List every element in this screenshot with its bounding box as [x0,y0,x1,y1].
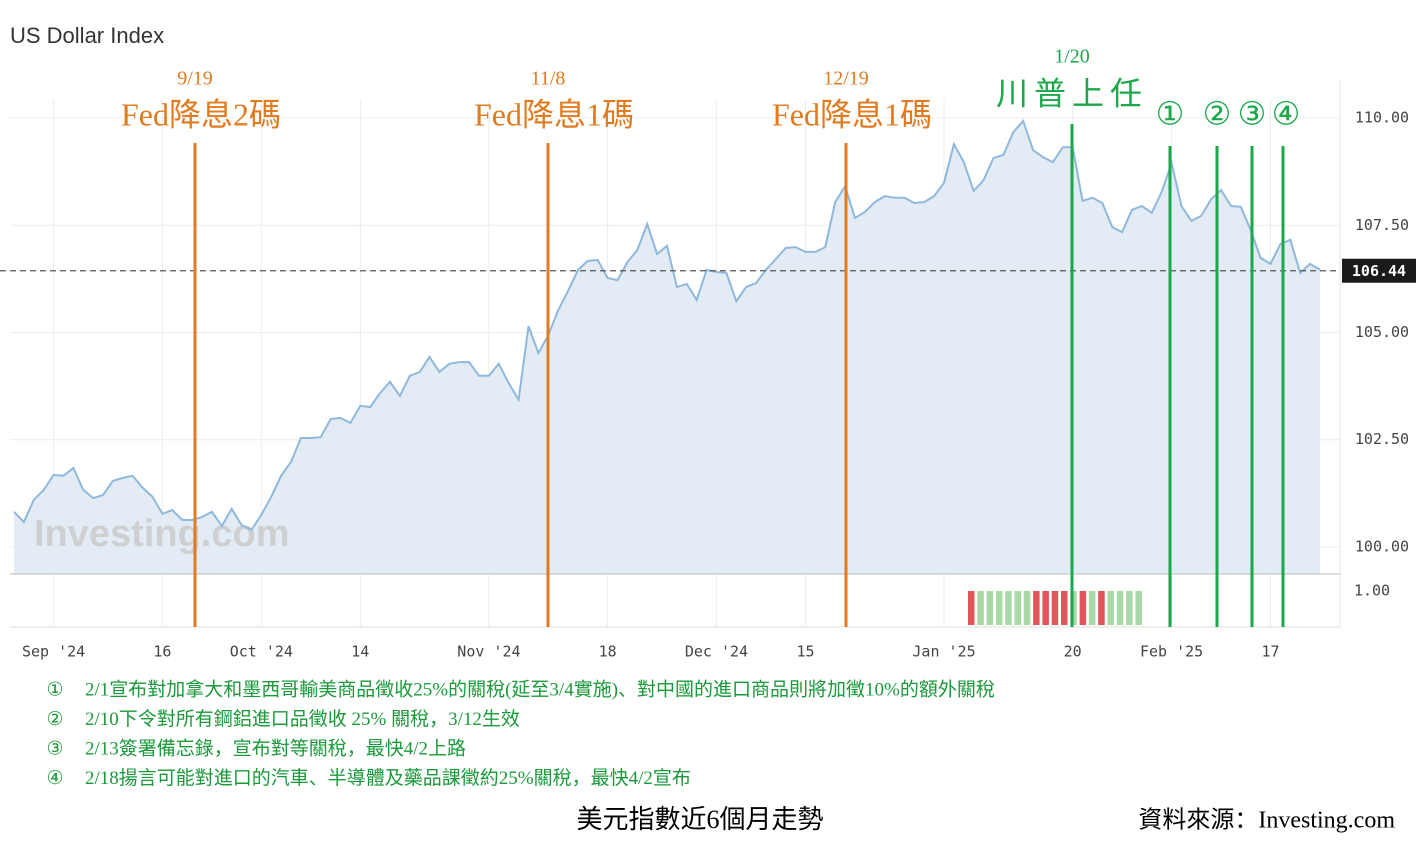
area [14,121,1320,574]
annotation-text: 川普上任 [996,75,1148,111]
pane-bar [968,591,975,625]
x-tick-label: 18 [599,643,617,661]
note-marker: ① [46,679,63,700]
annotation-text: ① [1156,95,1185,131]
annotation-text: ③ [1238,95,1267,131]
pane-bar [986,591,994,625]
note-text: 2/18揚言可能對進口的汽車、半導體及藥品課徵約25%關稅，最快4/2宣布 [85,767,691,789]
note-marker: ④ [46,768,63,789]
note-text: 2/13簽署備忘錄，宣布對等關稅，最快4/2上路 [85,737,466,759]
pane-bar [1116,591,1124,625]
annotation-text: ② [1203,95,1232,131]
last-value-label: 106.44 [1352,262,1406,280]
pane-bar [1126,591,1133,625]
x-tick-label: Feb '25 [1140,643,1203,661]
watermark: Investing.com [34,513,290,555]
note-marker: ③ [46,738,63,759]
caption: 美元指數近6個月走勢 [576,805,823,834]
pane-bar [977,591,984,625]
annotation-date: 11/8 [531,68,566,90]
pane-bar [1033,591,1040,625]
annotation-text: ④ [1272,95,1301,131]
x-tick-label: 14 [351,643,369,661]
x-tick-label: 17 [1261,643,1279,661]
note-marker: ② [46,709,63,730]
x-tick-label: Oct '24 [230,643,293,661]
y-tick-label: 110.00 [1355,109,1409,127]
y-tick-label: 107.50 [1355,216,1409,234]
x-tick-label: 20 [1064,643,1082,661]
pane-bar [1042,591,1049,625]
annotation-date: 1/20 [1054,46,1090,68]
y-tick-label: 105.00 [1355,323,1409,341]
source: 資料來源：Investing.com [1138,807,1395,834]
pane-bar [1135,591,1142,625]
last-value-box [1342,258,1416,283]
pane-bar [1098,591,1105,625]
lower-tick-label: 1.00 [1354,582,1390,600]
annotation-date: 9/19 [177,68,213,90]
line [13,119,1321,532]
chart-title: US Dollar Index [10,23,164,48]
annotation-date: 12/19 [823,68,869,90]
note-text: 2/1宣布對加拿大和墨西哥輸美商品徵收25%的關稅(延至3/4實施)、對中國的進… [85,677,995,700]
x-tick-label: 16 [153,643,171,661]
pane-bar [1014,591,1021,625]
pane-bar [1061,591,1068,625]
x-tick-label: Jan '25 [912,643,975,661]
annotation-text: Fed降息1碼 [772,96,932,132]
y-tick-label: 102.50 [1355,430,1409,448]
x-tick-label: Dec '24 [685,643,748,661]
pane-bar [1023,591,1031,625]
x-tick-label: Nov '24 [457,643,520,661]
pane-bar [1079,591,1087,625]
pane-bar [1070,591,1077,625]
pane-bar [1088,591,1096,625]
pane-bar [1107,591,1114,625]
pane-bar [1005,591,1012,625]
y-tick-label: 100.00 [1355,537,1409,555]
x-tick-label: 15 [796,643,814,661]
pane-bar [995,591,1003,625]
pane-bar [1051,591,1059,625]
x-tick-label: Sep '24 [22,643,85,661]
annotation-text: Fed降息2碼 [121,96,281,132]
annotation-text: Fed降息1碼 [474,96,634,132]
note-text: 2/10下令對所有鋼鋁進口品徵收 25% 關稅，3/12生效 [85,708,520,730]
